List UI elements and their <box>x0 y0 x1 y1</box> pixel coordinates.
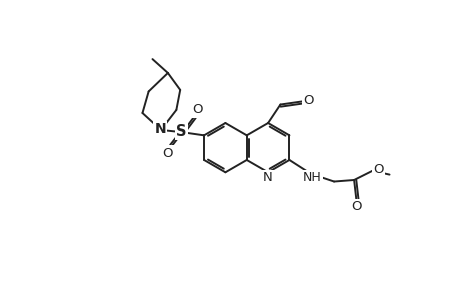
Text: N: N <box>263 171 272 184</box>
Text: O: O <box>162 146 173 160</box>
Text: N: N <box>154 122 166 136</box>
Text: O: O <box>373 164 383 176</box>
Text: O: O <box>302 94 313 107</box>
Text: NH: NH <box>302 171 321 184</box>
Text: O: O <box>192 103 203 116</box>
Text: O: O <box>350 200 361 213</box>
Text: S: S <box>176 124 187 139</box>
